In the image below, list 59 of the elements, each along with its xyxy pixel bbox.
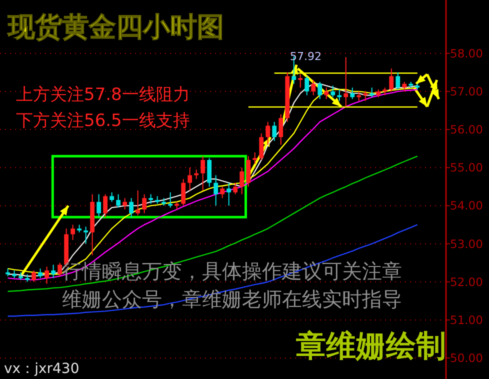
candlestick: [103, 194, 108, 218]
candlestick: [324, 87, 329, 100]
annotation: 下方关注56.5一线支持: [16, 111, 190, 131]
candlestick: [330, 85, 336, 98]
candlestick: [181, 178, 186, 206]
candlestick: [350, 87, 355, 100]
candlestick: [84, 226, 88, 244]
candlestick: [396, 72, 400, 90]
candlestick: [344, 56, 348, 108]
candlestick: [44, 266, 50, 284]
candlestick: [200, 156, 206, 191]
candlestick: [129, 198, 134, 218]
candlestick: [402, 81, 407, 92]
candlestick: [58, 262, 62, 277]
annotation: 57.92: [290, 50, 322, 63]
candlestick: [318, 81, 322, 100]
annotation: vx：jxr430: [4, 361, 80, 377]
candlestick: [220, 186, 225, 199]
candlestick: [38, 268, 43, 279]
candlestick: [32, 270, 36, 282]
candlestick: [188, 167, 192, 191]
annotation: 章维姗绘制: [296, 329, 446, 364]
candlestick: [70, 224, 76, 240]
candlestick: [207, 158, 212, 188]
y-tick-label: 54.00: [450, 198, 483, 213]
candlestick: [226, 182, 232, 206]
candlestick: [389, 68, 394, 92]
candlestick: [298, 74, 303, 88]
candlestick: [214, 174, 218, 206]
y-tick-label: 57.00: [450, 84, 483, 98]
candlestick: [122, 198, 128, 210]
y-tick-label: 51.00: [450, 312, 483, 327]
line-series: [7, 224, 418, 317]
y-tick-label: 55.00: [450, 160, 483, 175]
y-tick-label: 53.00: [450, 236, 483, 251]
candlestick: [136, 190, 140, 216]
candlestick: [96, 194, 102, 218]
candlestick: [51, 264, 56, 279]
candlestick: [240, 167, 244, 195]
candlestick: [259, 132, 264, 160]
candlestick: [272, 121, 277, 142]
y-tick-label: 56.00: [450, 122, 483, 137]
y-tick-label: 58.00: [450, 46, 483, 60]
candlestick: [148, 194, 154, 204]
candlestick: [110, 192, 114, 202]
candlestick: [252, 152, 258, 164]
candlestick: [116, 194, 121, 208]
candlestick: [304, 76, 310, 96]
y-tick-label: 50.00: [450, 351, 483, 366]
candlestick: [246, 156, 251, 188]
y-tick-label: 52.00: [450, 274, 483, 289]
candlestick: [278, 114, 284, 146]
candlestick: [142, 194, 147, 214]
candlestick: [356, 90, 362, 102]
candlestick: [311, 79, 316, 96]
candlestick: [233, 182, 238, 195]
text: 现货黄金四小时图: [7, 12, 224, 43]
candlestick: [337, 89, 342, 102]
annotation: 上方关注57.8一线阻力: [16, 85, 190, 105]
